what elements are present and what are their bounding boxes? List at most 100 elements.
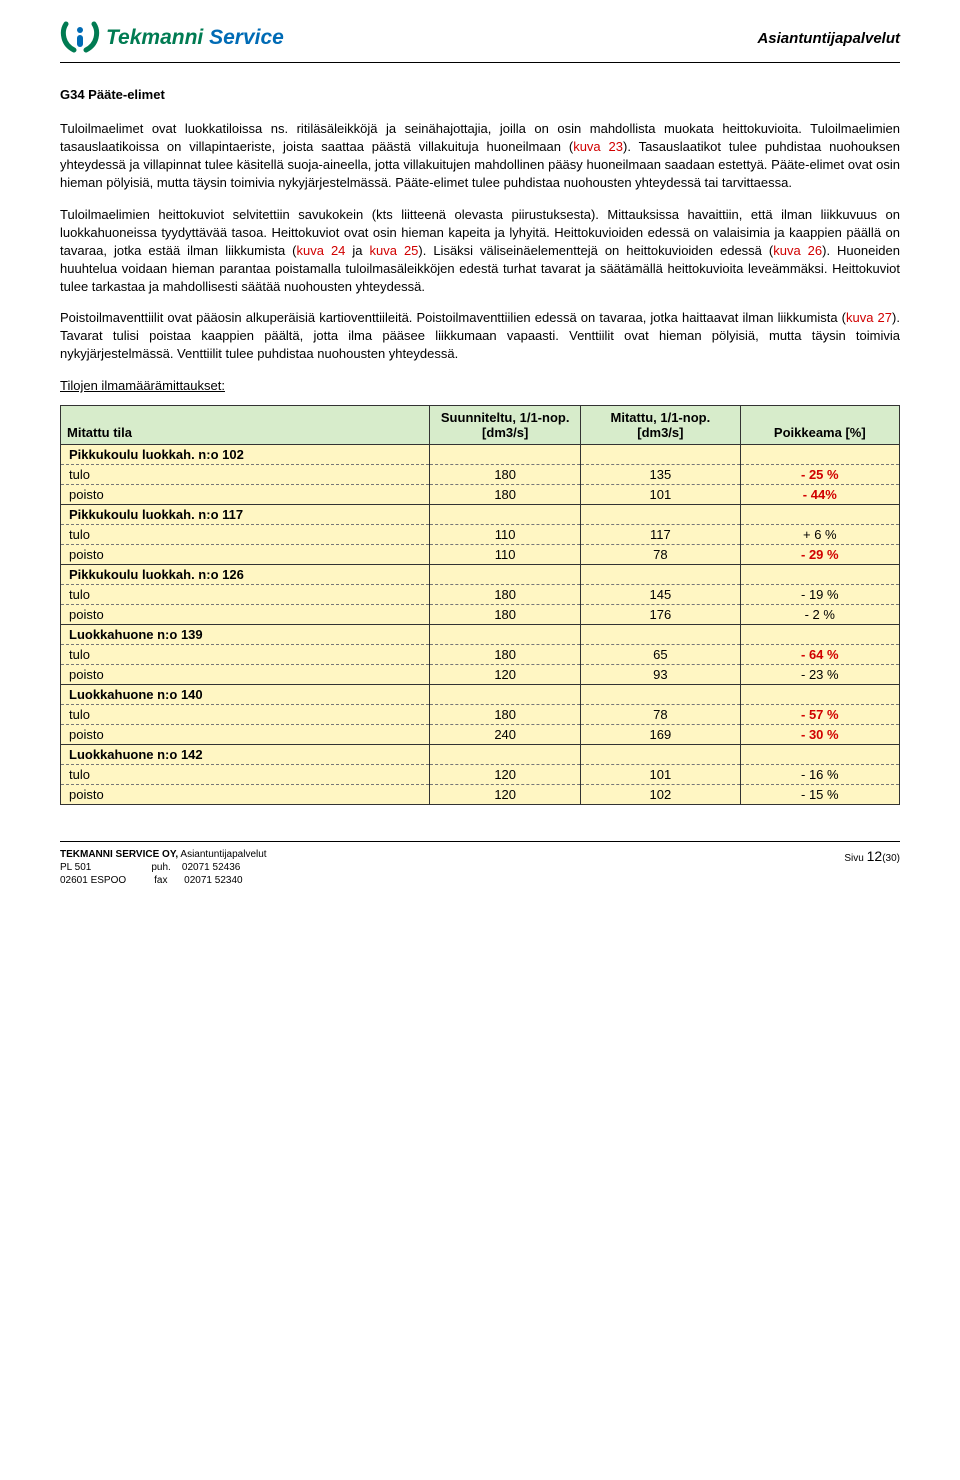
row-label: poisto xyxy=(61,605,430,625)
page-total: (30) xyxy=(882,853,900,864)
col-tila: Mitattu tila xyxy=(61,406,430,445)
col-deviation: Poikkeama [%] xyxy=(740,406,899,445)
logo-main: Tekmanni xyxy=(106,26,203,49)
header-right-title: Asiantuntijapalvelut xyxy=(757,30,900,47)
table-section-row: Luokkahuone n:o 139 xyxy=(61,625,900,645)
table-row: tulo110117+ 6 % xyxy=(61,525,900,545)
table-row: tulo18065- 64 % xyxy=(61,645,900,665)
row-measured: 65 xyxy=(581,645,740,665)
row-measured: 78 xyxy=(581,545,740,565)
row-plan: 180 xyxy=(430,585,581,605)
footer-addr2: 02601 ESPOO xyxy=(60,874,126,887)
row-label: poisto xyxy=(61,725,430,745)
section-name: Luokkahuone n:o 140 xyxy=(61,685,430,705)
page-number: 12 xyxy=(867,848,883,864)
section-name: Luokkahuone n:o 139 xyxy=(61,625,430,645)
row-measured: 101 xyxy=(581,765,740,785)
table-row: poisto180101- 44% xyxy=(61,485,900,505)
table-row: tulo18078- 57 % xyxy=(61,705,900,725)
table-section-row: Luokkahuone n:o 140 xyxy=(61,685,900,705)
table-row: poisto11078- 29 % xyxy=(61,545,900,565)
footer-phone: 02071 52436 xyxy=(182,862,240,873)
row-label: tulo xyxy=(61,645,430,665)
table-row: tulo180135- 25 % xyxy=(61,465,900,485)
col-measured: Mitattu, 1/1-nop. [dm3/s] xyxy=(581,406,740,445)
table-section-row: Pikkukoulu luokkah. n:o 102 xyxy=(61,445,900,465)
row-plan: 110 xyxy=(430,525,581,545)
row-plan: 120 xyxy=(430,665,581,685)
row-deviation: - 44% xyxy=(740,485,899,505)
section-title: G34 Pääte-elimet xyxy=(60,87,900,102)
footer-left: TEKMANNI SERVICE OY, Asiantuntijapalvelu… xyxy=(60,848,267,887)
page-header: Tekmanni Service Asiantuntijapalvelut xyxy=(60,20,900,63)
row-label: tulo xyxy=(61,765,430,785)
row-label: tulo xyxy=(61,585,430,605)
row-plan: 120 xyxy=(430,785,581,805)
section-name: Pikkukoulu luokkah. n:o 117 xyxy=(61,505,430,525)
logo: Tekmanni Service xyxy=(60,20,284,56)
row-measured: 169 xyxy=(581,725,740,745)
section-name: Pikkukoulu luokkah. n:o 126 xyxy=(61,565,430,585)
section-name: Luokkahuone n:o 142 xyxy=(61,745,430,765)
footer-company: TEKMANNI SERVICE OY, xyxy=(60,849,178,860)
row-deviation: + 6 % xyxy=(740,525,899,545)
page-footer: TEKMANNI SERVICE OY, Asiantuntijapalvelu… xyxy=(60,841,900,887)
row-deviation: - 29 % xyxy=(740,545,899,565)
table-title: Tilojen ilmamäärämittaukset: xyxy=(60,377,900,395)
table-row: poisto240169- 30 % xyxy=(61,725,900,745)
row-label: tulo xyxy=(61,525,430,545)
row-deviation: - 16 % xyxy=(740,765,899,785)
row-measured: 93 xyxy=(581,665,740,685)
table-row: tulo180145- 19 % xyxy=(61,585,900,605)
measurement-table: Mitattu tila Suunniteltu, 1/1-nop. [dm3/… xyxy=(60,405,900,805)
row-deviation: - 15 % xyxy=(740,785,899,805)
ref-kuva-27: kuva 27 xyxy=(846,310,892,325)
table-section-row: Luokkahuone n:o 142 xyxy=(61,745,900,765)
row-label: poisto xyxy=(61,545,430,565)
row-label: poisto xyxy=(61,485,430,505)
row-deviation: - 64 % xyxy=(740,645,899,665)
table-section-row: Pikkukoulu luokkah. n:o 117 xyxy=(61,505,900,525)
logo-sub: Service xyxy=(209,26,284,49)
footer-right: Sivu 12(30) xyxy=(844,848,900,887)
row-measured: 102 xyxy=(581,785,740,805)
table-section-row: Pikkukoulu luokkah. n:o 126 xyxy=(61,565,900,585)
row-deviation: - 30 % xyxy=(740,725,899,745)
row-plan: 180 xyxy=(430,485,581,505)
row-measured: 78 xyxy=(581,705,740,725)
footer-fax: 02071 52340 xyxy=(184,875,242,886)
row-label: tulo xyxy=(61,705,430,725)
row-plan: 240 xyxy=(430,725,581,745)
paragraph-2: Tuloilmaelimien heittokuviot selvitettii… xyxy=(60,206,900,296)
row-measured: 176 xyxy=(581,605,740,625)
row-deviation: - 25 % xyxy=(740,465,899,485)
row-label: poisto xyxy=(61,665,430,685)
row-plan: 180 xyxy=(430,645,581,665)
paragraph-3: Poistoilmaventtiilit ovat pääosin alkupe… xyxy=(60,309,900,363)
row-plan: 180 xyxy=(430,465,581,485)
row-label: tulo xyxy=(61,465,430,485)
logo-text: Tekmanni Service xyxy=(106,26,284,50)
ref-kuva-24: kuva 24 xyxy=(297,243,346,258)
row-measured: 135 xyxy=(581,465,740,485)
ref-kuva-26: kuva 26 xyxy=(773,243,822,258)
ref-kuva-25: kuva 25 xyxy=(370,243,419,258)
row-measured: 101 xyxy=(581,485,740,505)
row-deviation: - 2 % xyxy=(740,605,899,625)
row-deviation: - 57 % xyxy=(740,705,899,725)
row-measured: 117 xyxy=(581,525,740,545)
row-deviation: - 19 % xyxy=(740,585,899,605)
row-label: poisto xyxy=(61,785,430,805)
ref-kuva-23: kuva 23 xyxy=(573,139,623,154)
row-plan: 180 xyxy=(430,605,581,625)
row-plan: 180 xyxy=(430,705,581,725)
section-name: Pikkukoulu luokkah. n:o 102 xyxy=(61,445,430,465)
table-row: poisto180176- 2 % xyxy=(61,605,900,625)
row-measured: 145 xyxy=(581,585,740,605)
table-row: poisto12093- 23 % xyxy=(61,665,900,685)
footer-addr1: PL 501 xyxy=(60,861,91,874)
table-row: poisto120102- 15 % xyxy=(61,785,900,805)
row-plan: 120 xyxy=(430,765,581,785)
row-plan: 110 xyxy=(430,545,581,565)
row-deviation: - 23 % xyxy=(740,665,899,685)
